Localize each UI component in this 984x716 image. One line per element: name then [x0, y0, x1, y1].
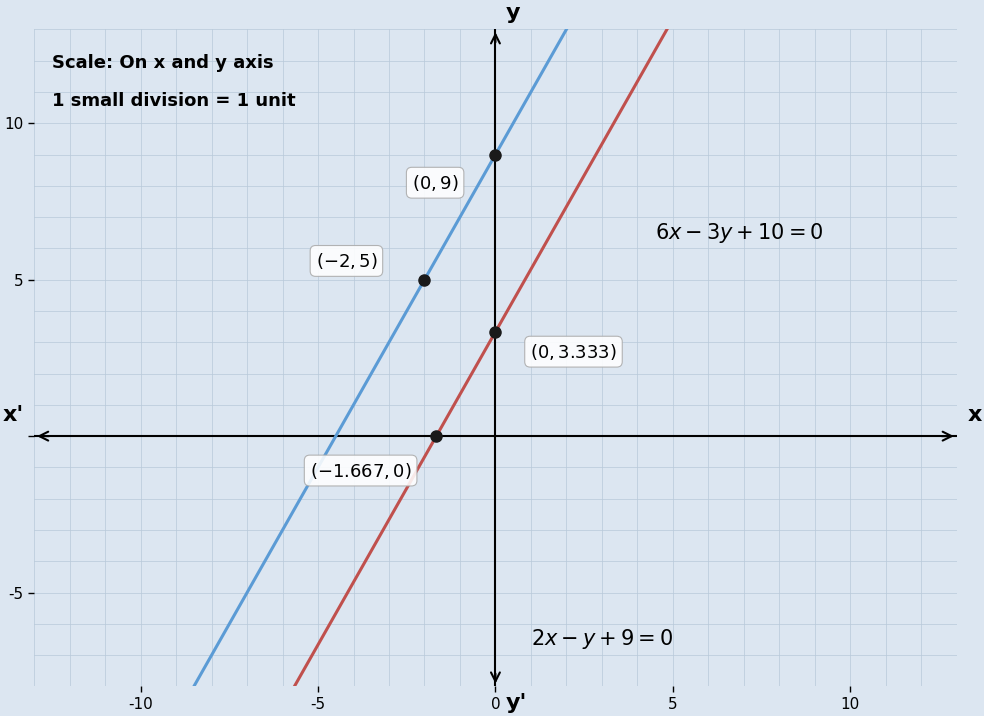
Text: y': y': [506, 692, 527, 712]
Text: 1 small division = 1 unit: 1 small division = 1 unit: [52, 92, 295, 110]
Text: x: x: [967, 405, 982, 425]
Text: y: y: [506, 3, 521, 23]
Text: $(0, 3.333)$: $(0, 3.333)$: [530, 342, 617, 362]
Text: $2x - y + 9 = 0$: $2x - y + 9 = 0$: [531, 627, 673, 652]
Text: $(-1.667, 0)$: $(-1.667, 0)$: [310, 460, 411, 480]
Text: $(0, 9)$: $(0, 9)$: [412, 173, 459, 193]
Text: $6x - 3y + 10 = 0$: $6x - 3y + 10 = 0$: [655, 221, 824, 245]
Text: x': x': [2, 405, 24, 425]
Text: $(-2, 5)$: $(-2, 5)$: [316, 251, 377, 271]
Text: Scale: On x and y axis: Scale: On x and y axis: [52, 54, 274, 72]
